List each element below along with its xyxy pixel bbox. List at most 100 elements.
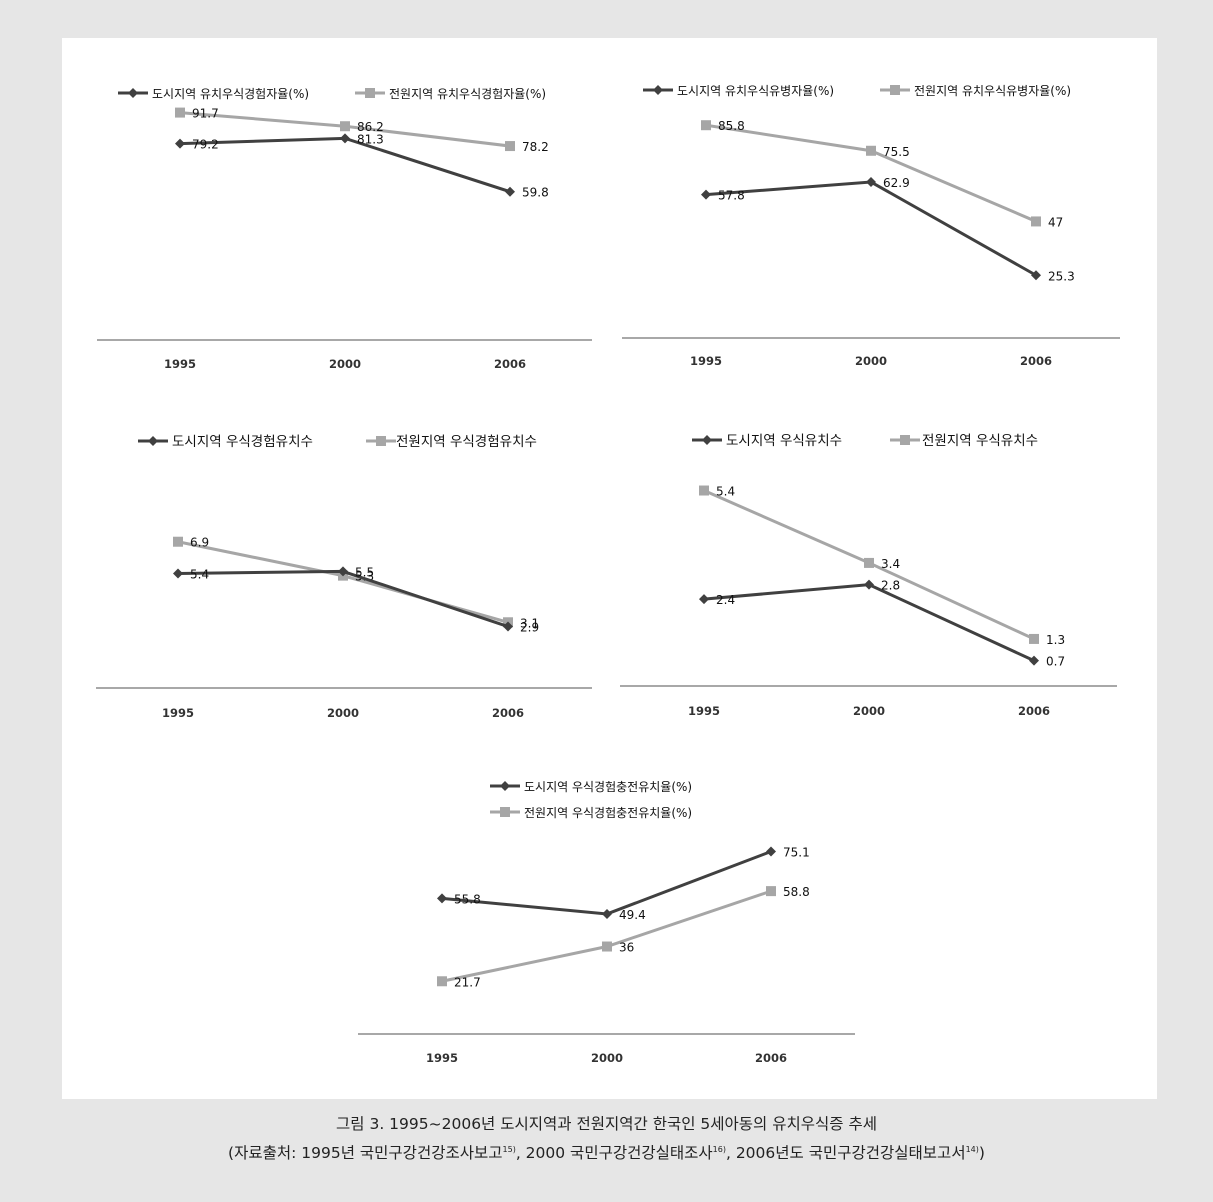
series-line	[441, 850, 772, 916]
series-line	[705, 180, 1037, 277]
data-label: 62.9	[883, 176, 910, 190]
data-label: 2.9	[520, 621, 539, 635]
data-label: 1.3	[1046, 633, 1065, 647]
chart-1: 1995 2000 2006 도시지역 유치우식경험자율(%) 전원지역 유치우식경험자…	[97, 87, 592, 371]
series-line	[441, 889, 772, 983]
data-point	[503, 621, 513, 632]
x-tick-label: 2006	[1020, 354, 1052, 368]
data-label: 2.4	[716, 593, 735, 607]
caption-source: (자료출처: 1995년 국민구강건강조사보고15), 2000 국민구강건강실…	[0, 1137, 1213, 1166]
data-label: 25.3	[1048, 269, 1075, 283]
data-label: 75.1	[783, 846, 810, 860]
data-point	[766, 846, 776, 857]
data-label: 55.8	[454, 892, 481, 906]
x-tick-label: 2006	[1018, 704, 1050, 718]
x-tick-label: 2006	[492, 706, 524, 720]
data-point	[175, 138, 185, 149]
caption-ref-3: 14)	[965, 1145, 979, 1154]
data-point	[864, 579, 874, 590]
legend-marker	[900, 435, 910, 445]
chart-2: 1995 2000 2006 도시지역 유치우식유병자율(%) 전원지역 유치우식유병자…	[622, 84, 1120, 368]
data-point	[766, 886, 776, 897]
legend-marker	[702, 435, 712, 445]
x-tick-label: 1995	[688, 704, 720, 718]
data-label: 58.8	[783, 885, 810, 899]
data-point	[340, 121, 350, 132]
data-point	[864, 557, 874, 568]
data-label: 47	[1048, 215, 1063, 229]
legend-label: 도시지역 우식경험유치수	[172, 434, 313, 450]
x-tick-label: 2000	[327, 706, 359, 720]
caption-source-3: , 2006년도 국민구강건강실태보고서	[725, 1144, 966, 1163]
series-line	[703, 583, 1035, 663]
data-label: 3.4	[881, 557, 900, 571]
data-point	[699, 594, 709, 605]
x-tick-label: 1995	[426, 1051, 458, 1065]
data-label: 79.2	[192, 138, 219, 152]
legend-label: 전원지역 유치우식유병자율(%)	[914, 84, 1071, 98]
data-point	[1029, 655, 1039, 666]
data-point	[866, 145, 876, 156]
data-label: 3.1	[520, 616, 539, 630]
data-point	[505, 141, 515, 152]
x-tick-label: 2000	[329, 357, 361, 371]
charts-canvas: 1995 2000 2006 도시지역 유치우식경험자율(%) 전원지역 유치우식경험자…	[96, 84, 1120, 1065]
chart-3: 1995 2000 2006 도시지역 우식경험유치수 전원지역 우식경험유치수 6.9 5…	[96, 434, 592, 720]
data-label: 57.8	[718, 189, 745, 203]
data-point	[1031, 270, 1041, 281]
data-point	[701, 189, 711, 200]
data-label: 5.4	[190, 568, 209, 582]
legend-label: 도시지역 유치우식유병자율(%)	[677, 84, 834, 98]
figure-caption: 그림 3. 1995~2006년 도시지역과 전원지역간 한국인 5세아동의 유…	[0, 1112, 1213, 1166]
data-label: 36	[619, 941, 634, 955]
data-point	[505, 186, 515, 197]
data-point	[173, 536, 183, 547]
data-point	[701, 120, 711, 131]
caption-ref-1: 15)	[502, 1145, 516, 1154]
data-label: 49.4	[619, 908, 646, 922]
legend-label: 도시지역 우식경험충전유치율(%)	[524, 780, 692, 794]
legend-marker	[653, 85, 663, 95]
data-label: 5.5	[355, 565, 374, 579]
legend-label: 전원지역 우식경험유치수	[396, 434, 537, 450]
legend-marker	[376, 436, 386, 446]
data-point	[1031, 216, 1041, 227]
caption-source-2: , 2000 국민구강건강실태조사	[515, 1144, 713, 1163]
data-label: 2.8	[881, 579, 900, 593]
data-point	[338, 566, 348, 577]
data-point	[602, 941, 612, 952]
data-label: 85.8	[718, 119, 745, 133]
data-label: 91.7	[192, 107, 219, 121]
data-point	[437, 976, 447, 987]
legend-label: 전원지역 유치우식경험자율(%)	[389, 87, 546, 101]
x-tick-label: 2000	[855, 354, 887, 368]
data-point	[173, 568, 183, 579]
data-label: 86.2	[357, 120, 384, 134]
x-tick-label: 1995	[162, 706, 194, 720]
legend-marker	[365, 88, 375, 98]
legend-label: 도시지역 유치우식경험자율(%)	[152, 87, 309, 101]
data-point	[175, 107, 185, 118]
legend-label: 도시지역 우식유치수	[726, 433, 842, 449]
x-tick-label: 2006	[494, 357, 526, 371]
legend-marker	[500, 781, 510, 791]
data-label: 59.8	[522, 186, 549, 200]
legend-marker	[148, 436, 158, 446]
data-point	[437, 893, 447, 904]
data-label: 21.7	[454, 975, 481, 989]
data-label: 78.2	[522, 140, 549, 154]
data-label: 6.9	[190, 536, 209, 550]
data-point	[340, 133, 350, 144]
legend-label: 전원지역 우식유치수	[922, 433, 1038, 449]
legend-marker	[890, 85, 900, 95]
x-tick-label: 1995	[164, 357, 196, 371]
legend-marker	[128, 88, 138, 98]
caption-source-1: (자료출처: 1995년 국민구강건강조사보고	[228, 1144, 503, 1163]
caption-source-4: )	[978, 1144, 985, 1163]
x-tick-label: 2000	[591, 1051, 623, 1065]
data-label: 81.3	[357, 132, 384, 146]
figure-panel	[62, 38, 1157, 1099]
chart-5: 1995 2000 2006 도시지역 우식경험충전유치율(%) 전원지역 우식경험충전…	[358, 780, 855, 1065]
caption-ref-2: 16)	[712, 1145, 726, 1154]
chart-4: 1995 2000 2006 도시지역 우식유치수 전원지역 우식유치수 5.4 3.4 1.…	[620, 433, 1117, 718]
